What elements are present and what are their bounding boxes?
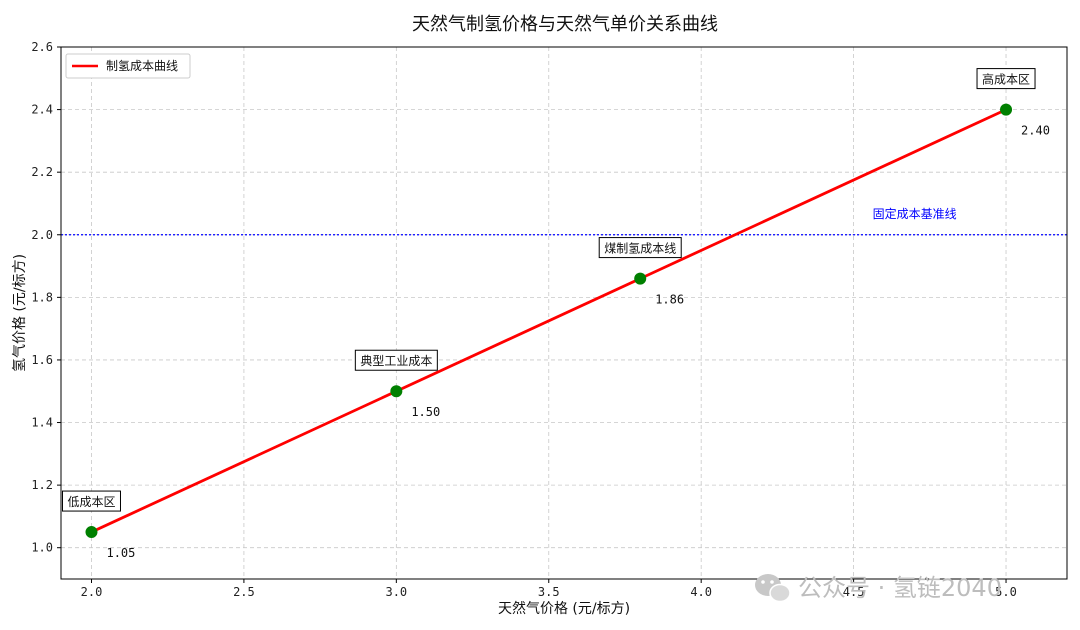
ticks-group: 2.0 2.5 3.0 3.5 4.0 4.5 5.0 1.0 1.2 1.4 1.6 1.8 2.0 2… [31,40,1017,599]
y-tick-label: 1.0 [31,541,53,555]
annotation-box [598,237,682,259]
x-tick-label: 3.5 [538,585,560,599]
annotation-box [354,349,438,371]
legend: 制氢成本曲线 [65,53,191,79]
x-tick-label: 3.0 [385,585,407,599]
x-tick-label: 2.5 [233,585,255,599]
legend-label: 制氢成本曲线 [106,58,178,73]
y-tick-label: 2.2 [31,165,53,179]
reference-line-group: 固定成本基准线 [61,206,1067,236]
x-tick-label: 5.0 [995,585,1017,599]
y-axis-label: 氢气价格 (元/标方) [12,254,28,372]
value-label: 1.86 [655,293,684,307]
y-tick-label: 1.2 [31,478,53,492]
annotation-label: 低成本区 [67,495,115,509]
value-label: 1.05 [106,546,135,560]
y-tick-label: 2.6 [31,40,53,54]
y-tick-label: 1.6 [31,353,53,367]
annotation-box [61,490,121,512]
points-group: 低成本区 1.05 典型工业成本 1.50 煤制氢成本线 1.86 高成本区 2.40 [61,68,1050,560]
x-axis-label: 天然气价格 (元/标方) [498,600,630,617]
annotation-label: 煤制氢成本线 [604,241,676,256]
x-tick-label: 4.5 [843,585,865,599]
y-tick-label: 1.8 [31,290,53,304]
series-line [90,108,1007,534]
legend-box [65,53,191,79]
x-tick-label: 2.0 [81,585,103,599]
annotation-box [976,68,1036,90]
plot-frame [60,46,1068,580]
data-point [634,272,647,285]
data-point [1000,103,1013,116]
data-point [390,385,403,398]
annotation-label: 典型工业成本 [360,354,432,368]
y-tick-label: 1.4 [31,416,53,430]
wechat-icon [755,574,791,603]
y-tick-label: 2.0 [31,228,53,242]
x-tick-label: 4.0 [690,585,712,599]
data-point [85,526,98,539]
reference-line-label: 固定成本基准线 [873,206,957,221]
annotation-label: 高成本区 [982,72,1030,87]
value-label: 2.40 [1021,124,1050,138]
value-label: 1.50 [411,405,440,419]
grid [61,46,1067,579]
chart-title: 天然气制氢价格与天然气单价关系曲线 [412,14,718,35]
series-group [90,108,1007,534]
y-tick-label: 2.4 [31,103,53,117]
watermark-text: 公众号 · 氢链2040 [798,574,1002,602]
watermark: 公众号 · 氢链2040 [755,574,1002,603]
